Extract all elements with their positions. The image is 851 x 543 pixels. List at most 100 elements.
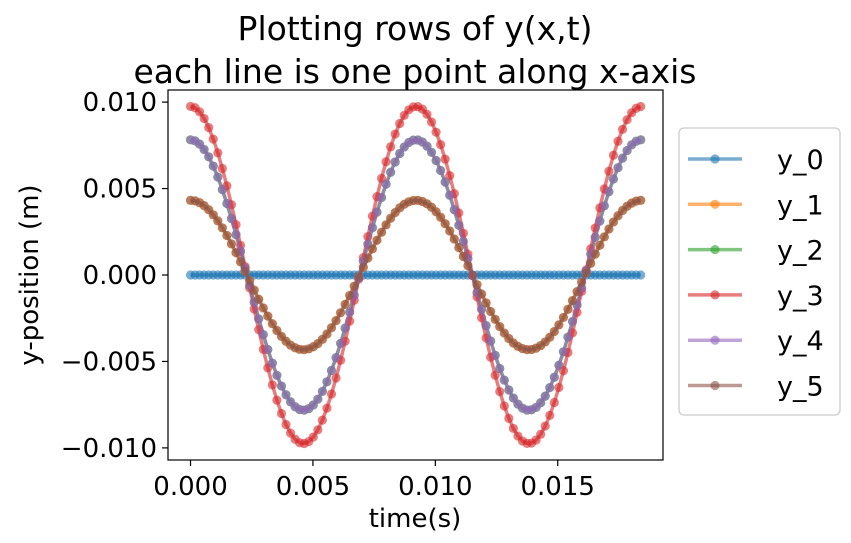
series-y_0	[185, 270, 646, 280]
data-point-y_4-43	[381, 179, 391, 189]
data-point-y_3-28	[313, 425, 323, 435]
x-tick-label: 0.005	[276, 472, 350, 502]
data-point-y_5-99	[636, 195, 646, 205]
data-point-y_4-81	[554, 360, 564, 370]
y-axis-ticks: −0.010 −0.005 0.000 0.005 0.010	[61, 88, 168, 464]
data-point-y_5-11	[235, 257, 246, 267]
data-point-y_4-66	[486, 336, 496, 346]
x-tick-label: 0.015	[521, 472, 595, 502]
data-point-y_4-77	[536, 398, 546, 408]
data-point-y_4-8	[222, 198, 232, 209]
y-tick-label: −0.010	[61, 434, 157, 464]
legend-marker	[710, 335, 720, 345]
data-point-y_5-62	[467, 270, 478, 280]
legend: y_0 y_1 y_2 y_3 y_4 y_5	[678, 127, 841, 416]
data-point-y_4-90	[595, 216, 605, 226]
legend-label: y_4	[777, 326, 824, 357]
data-point-y_5-84	[567, 296, 578, 306]
plot-area	[167, 89, 664, 461]
data-point-y_3-20	[276, 408, 287, 419]
data-point-y_3-54	[431, 127, 441, 137]
data-point-y_5-18	[267, 319, 277, 329]
data-point-y_5-60	[458, 251, 468, 262]
data-point-y_4-58	[449, 205, 459, 215]
data-point-y_4-89	[590, 232, 600, 242]
legend-marker	[710, 380, 720, 391]
data-point-y_3-57	[445, 171, 455, 181]
data-point-y_3-96	[622, 115, 632, 125]
data-point-y_5-82	[558, 312, 569, 323]
data-point-y_3-7	[217, 163, 227, 174]
y-tick-label: −0.005	[61, 347, 157, 377]
data-point-y_0-99	[636, 270, 646, 280]
data-point-y_3-46	[395, 118, 405, 129]
data-point-y_3-80	[549, 397, 559, 408]
data-point-y_5-14	[249, 285, 259, 295]
data-point-y_4-53	[426, 147, 437, 157]
data-point-y_3-79	[545, 410, 555, 420]
data-point-y_5-64	[476, 289, 487, 299]
legend-entry-y_2: y_2	[688, 236, 824, 267]
data-point-y_3-4	[204, 123, 214, 133]
data-point-y_3-18	[267, 380, 277, 390]
data-point-y_3-94	[613, 136, 623, 146]
data-point-y_5-55	[436, 212, 446, 222]
y-tick-label: 0.005	[83, 175, 157, 205]
series-layer	[185, 101, 646, 449]
data-point-y_5-13	[245, 276, 255, 286]
data-point-y_5-68	[495, 322, 505, 332]
legend-marker	[710, 290, 720, 300]
data-point-y_5-89	[590, 249, 600, 259]
data-point-y_4-41	[372, 207, 382, 217]
legend-frame	[678, 127, 841, 416]
data-point-y_3-93	[608, 150, 619, 160]
series-y_4	[185, 135, 646, 415]
data-point-y_5-56	[440, 219, 450, 229]
data-point-y_4-67	[490, 350, 500, 360]
legend-marker	[710, 245, 720, 255]
data-point-y_4-3	[199, 144, 209, 155]
data-point-y_5-39	[363, 253, 373, 263]
data-point-y_4-6	[213, 172, 223, 182]
data-point-y_4-42	[376, 192, 387, 203]
data-point-y_3-31	[326, 389, 337, 399]
data-point-y_4-31	[326, 365, 337, 376]
data-point-y_5-7	[217, 223, 227, 233]
data-point-y_5-63	[472, 280, 482, 290]
legend-label: y_1	[777, 190, 824, 221]
x-axis-label: time(s)	[369, 504, 462, 534]
data-point-y_5-6	[213, 216, 223, 226]
data-point-y_3-19	[272, 395, 282, 405]
data-point-y_3-92	[604, 166, 614, 176]
chart-title-line-2: each line is one point along x-axis	[134, 52, 697, 91]
data-point-y_4-92	[604, 187, 614, 197]
data-point-y_4-56	[440, 177, 450, 187]
data-point-y_5-58	[449, 234, 459, 244]
data-point-y_5-9	[226, 239, 237, 249]
data-point-y_4-93	[608, 174, 619, 184]
data-point-y_4-40	[367, 223, 378, 233]
data-point-y_3-30	[322, 403, 332, 413]
data-point-y_4-17	[263, 344, 273, 355]
data-point-y_5-92	[604, 224, 614, 234]
data-point-y_5-61	[463, 261, 473, 271]
data-point-y_3-45	[390, 129, 400, 139]
data-point-y_4-5	[208, 161, 218, 171]
data-point-y_4-95	[617, 153, 628, 163]
data-point-y_5-40	[367, 244, 378, 254]
data-point-y_4-64	[476, 304, 487, 314]
data-point-y_4-10	[231, 229, 241, 240]
data-point-y_4-46	[395, 148, 405, 159]
data-point-y_3-78	[540, 421, 550, 431]
legend-entry-y_3: y_3	[688, 281, 824, 312]
legend-entry-y_0: y_0	[688, 145, 824, 176]
data-point-y_4-32	[331, 352, 341, 363]
data-point-y_3-95	[617, 124, 628, 134]
y-tick-label: 0.000	[83, 261, 157, 291]
series-y_5	[185, 195, 646, 355]
data-point-y_3-52	[422, 109, 432, 119]
data-point-y_4-29	[317, 386, 327, 397]
data-point-y_4-44	[386, 167, 396, 177]
data-point-y_3-43	[381, 157, 391, 167]
data-point-y_4-7	[217, 184, 227, 195]
